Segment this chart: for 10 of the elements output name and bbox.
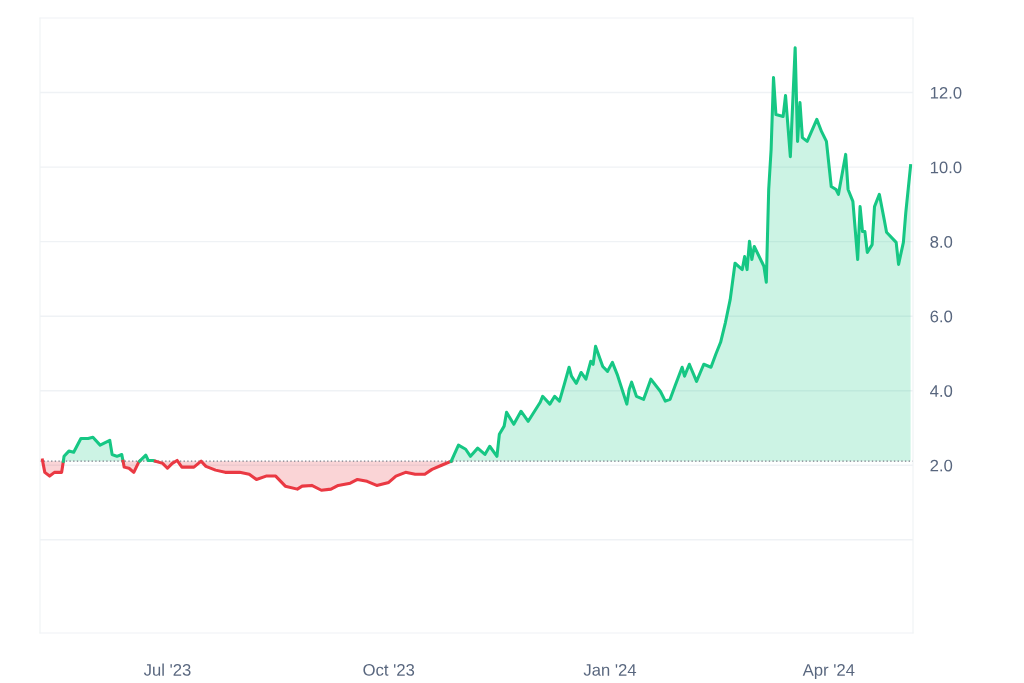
x-tick-label: Oct '23 [363,664,415,676]
x-tick-label: Apr '24 [802,664,855,680]
y-tick-label: 8.0 [930,236,953,248]
y-tick-label: 6.0 [930,310,953,323]
y-tick-label: 2.0 [930,459,953,472]
x-tick-label: Jan '24 [583,664,637,676]
y-tick-label: 4.0 [930,385,953,397]
x-tick-label: Jul '23 [143,663,191,676]
y-tick-label: 12.0 [930,86,962,99]
y-tick-label: 10.0 [930,161,962,174]
